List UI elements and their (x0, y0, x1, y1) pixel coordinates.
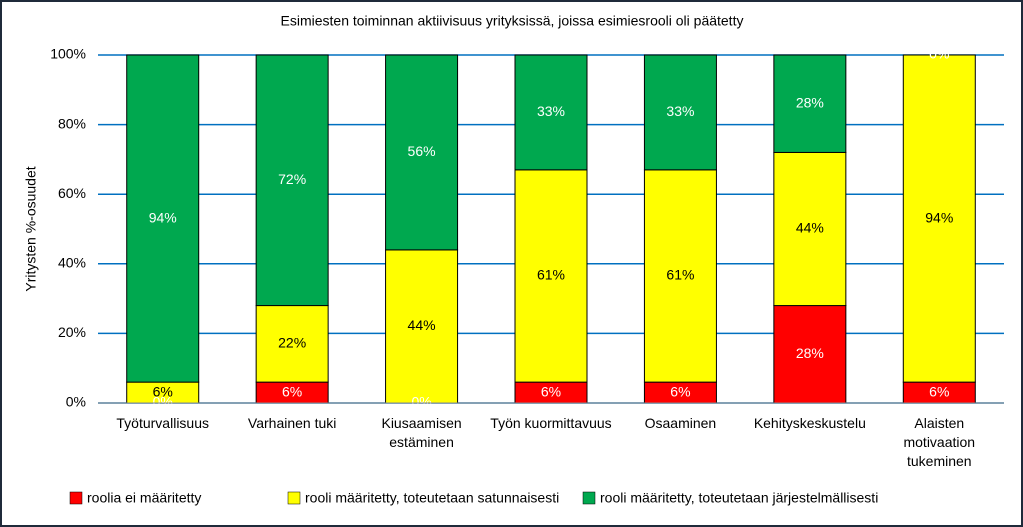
x-tick-label: Työturvallisuus (116, 415, 209, 431)
data-label: 56% (408, 143, 436, 159)
data-label: 94% (925, 209, 953, 225)
y-tick-label: 80% (58, 115, 86, 131)
bar-segment (773, 305, 847, 404)
data-label: 6% (670, 383, 690, 399)
bar-segment (643, 54, 717, 171)
legend-swatch (69, 491, 83, 505)
bar-segment (902, 54, 976, 383)
bar-segment (514, 169, 588, 383)
y-tick-label: 60% (58, 185, 86, 201)
chart-title: Esimiesten toiminnan aktiivisuus yrityks… (281, 13, 744, 29)
data-label: 44% (796, 220, 824, 236)
x-tick-label: Kehityskeskustelu (753, 415, 866, 431)
bar-segment (643, 169, 717, 383)
legend-swatch (287, 491, 301, 505)
data-label: 61% (537, 267, 565, 283)
x-tick-label: Osaaminen (644, 415, 717, 431)
data-label: 6% (153, 383, 173, 399)
data-label: 61% (666, 267, 694, 283)
bar-segment (126, 54, 200, 383)
data-label: 33% (666, 103, 694, 119)
bar-segment (385, 54, 459, 251)
bar-segment (514, 54, 588, 171)
x-tick-label: Työn kuormittavuus (490, 415, 612, 431)
bar-segment (255, 54, 329, 307)
data-label: 22% (278, 335, 306, 351)
data-label: 28% (796, 345, 824, 361)
data-label: 72% (278, 171, 306, 187)
data-label: 94% (149, 209, 177, 225)
data-label: 6% (541, 383, 561, 399)
data-label: 28% (796, 94, 824, 110)
x-tick-label: Alaisten motivaation tukeminen (903, 415, 976, 469)
data-label: 6% (929, 383, 949, 399)
legend-swatch (582, 491, 596, 505)
legend-label: rooli määritetty, toteutetaan järjestelm… (600, 490, 878, 506)
y-axis-label: Yritysten %-osuudet (23, 166, 39, 291)
y-tick-label: 100% (50, 46, 86, 62)
y-tick-label: 40% (58, 255, 86, 271)
data-label: 0% (929, 46, 949, 62)
y-tick-label: 0% (66, 394, 86, 410)
data-label: 33% (537, 103, 565, 119)
data-label: 0% (411, 394, 431, 410)
x-tick-label: Varhainen tuki (247, 415, 337, 431)
data-label: 44% (408, 317, 436, 333)
data-label: 6% (282, 383, 302, 399)
data-label: 0% (153, 394, 173, 410)
legend-label: rooli määritetty, toteutetaan satunnaise… (305, 490, 559, 506)
x-tick-label: Kiusaamisen estäminen (381, 415, 462, 450)
bar-segment (385, 249, 459, 404)
bar-segment (773, 54, 847, 153)
y-tick-label: 20% (58, 324, 86, 340)
legend-label: roolia ei määritetty (87, 490, 201, 506)
